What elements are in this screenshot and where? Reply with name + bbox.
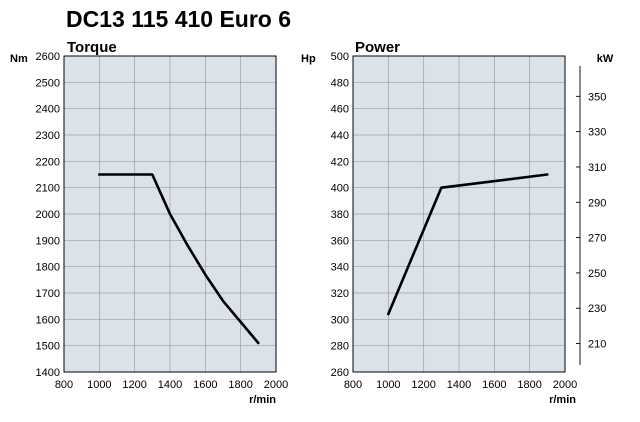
power-secondary-tick-label: 270 [588,233,606,245]
torque-y-tick-label: 1900 [36,235,60,247]
power-frame [352,55,566,373]
power-y2-unit-label: kW [597,53,614,65]
torque-curve [98,173,260,345]
torque-y-tick-label: 1500 [36,341,60,353]
power-y-tick-label: 460 [331,104,349,116]
torque-y-tick-label: 2000 [36,209,60,221]
power-secondary-tick-label: 210 [588,339,606,351]
torque-x-tick-label: 800 [55,379,73,391]
power-secondary-tick-label: 230 [588,303,606,315]
power-x-tick-label: 1200 [411,379,435,391]
power-y-tick-label: 380 [331,209,349,221]
power-y-tick-label: 440 [331,130,349,142]
torque-y-tick-label: 2300 [36,130,60,142]
torque-frame [63,55,277,373]
torque-y-tick-label: 1800 [36,262,60,274]
power-chart-title: Power [355,39,400,56]
torque-x-tick-label: 1400 [158,379,182,391]
torque-y-tick-label: 2400 [36,104,60,116]
power-y-tick-label: 340 [331,262,349,274]
power-secondary-tick-label: 310 [588,162,606,174]
power-x-tick-label: 1600 [482,379,506,391]
torque-y-tick-label: 1600 [36,314,60,326]
torque-y-tick-label: 2600 [36,51,60,63]
power-secondary-tick-label: 250 [588,268,606,280]
power-y-tick-label: 420 [331,156,349,168]
torque-y-tick-label: 2200 [36,156,60,168]
page-title: DC13 115 410 Euro 6 [66,6,292,32]
torque-x-tick-label: 2000 [264,379,288,391]
power-x-tick-label: 1800 [517,379,541,391]
power-x-tick-label: 1400 [447,379,471,391]
torque-y-tick-label: 2500 [36,77,60,89]
torque-y-tick-label: 2100 [36,183,60,195]
power-y-tick-label: 280 [331,341,349,353]
power-y-tick-label: 400 [331,183,349,195]
torque-x-tick-label: 1000 [87,379,111,391]
power-secondary-tick-label: 330 [588,127,606,139]
power-y-tick-label: 480 [331,77,349,89]
torque-chart-title: Torque [67,39,117,56]
power-y-tick-label: 320 [331,288,349,300]
power-y-tick-label: 300 [331,314,349,326]
power-x-unit-label: r/min [549,394,576,406]
power-x-tick-label: 1000 [376,379,400,391]
power-curve [386,173,549,316]
torque-y-tick-label: 1700 [36,288,60,300]
power-y-tick-label: 500 [331,51,349,63]
power-x-tick-label: 2000 [553,379,577,391]
torque-x-tick-label: 1200 [122,379,146,391]
power-secondary-tick-label: 290 [588,197,606,209]
power-y-tick-label: 260 [331,367,349,379]
torque-y-tick-label: 1400 [36,367,60,379]
power-x-tick-label: 800 [344,379,362,391]
torque-y-unit-label: Nm [10,53,28,65]
torque-x-tick-label: 1600 [193,379,217,391]
torque-x-unit-label: r/min [249,394,276,406]
power-y-unit-label: Hp [301,53,316,65]
power-secondary-tick-label: 350 [588,91,606,103]
torque-x-tick-label: 1800 [228,379,252,391]
power-y-tick-label: 360 [331,235,349,247]
